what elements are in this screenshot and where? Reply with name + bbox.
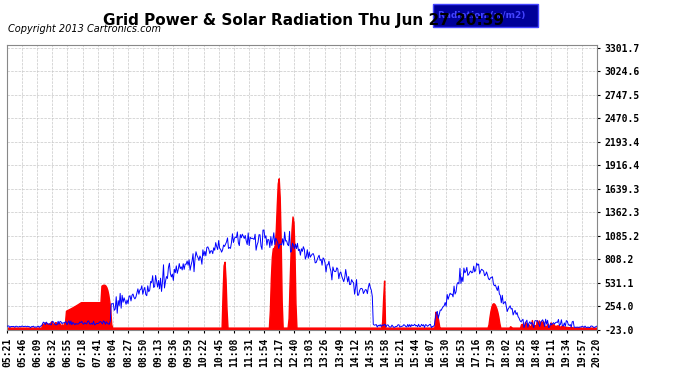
Bar (433, 4, 538, 27)
Text: Copyright 2013 Cartronics.com: Copyright 2013 Cartronics.com (8, 24, 161, 34)
Text: Radiation (w/m2): Radiation (w/m2) (437, 11, 525, 20)
Text: Grid Power & Solar Radiation Thu Jun 27 20:39: Grid Power & Solar Radiation Thu Jun 27 … (103, 13, 504, 28)
Text: Grid (AC Watts): Grid (AC Watts) (544, 11, 622, 20)
